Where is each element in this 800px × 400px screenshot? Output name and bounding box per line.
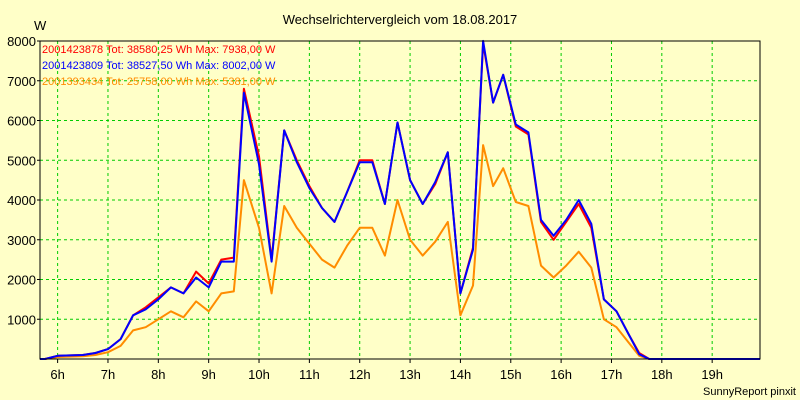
y-tick-label: 5000 [7, 153, 36, 168]
legend-entry-2001423878: 2001423878 Tot: 38580,25 Wh Max: 7938,00… [42, 44, 276, 56]
x-tick-label: 12h [349, 367, 371, 382]
x-tick-label: 11h [299, 367, 320, 382]
y-tick-label: 3000 [7, 233, 36, 248]
x-tick-label: 10h [248, 367, 270, 382]
x-tick-label: 18h [651, 367, 673, 382]
x-tick-label: 9h [201, 367, 215, 382]
legend: 2001423878 Tot: 38580,25 Wh Max: 7938,00… [42, 44, 276, 88]
x-tick-label: 19h [701, 367, 723, 382]
x-tick-label: 15h [500, 367, 522, 382]
y-tick-label: 4000 [7, 193, 36, 208]
series-line-2001423878 [40, 42, 760, 360]
x-tick-label: 13h [399, 367, 421, 382]
y-tick-label: 1000 [7, 312, 36, 327]
chart-title: Wechselrichtervergleich vom 18.08.2017 [283, 12, 518, 27]
y-tick-label: 6000 [7, 114, 36, 129]
series-lines [40, 39, 760, 360]
y-tick-labels: 1000 2000 3000 4000 5000 6000 7000 8000 [7, 34, 40, 327]
x-tick-label: 6h [50, 367, 64, 382]
x-tick-label: 7h [101, 367, 115, 382]
footer-credit: SunnyReport pinxit [703, 386, 796, 398]
series-line-2001423809 [40, 39, 760, 360]
x-tick-labels: 6h 7h 8h 9h 10h 11h 12h 13h 14h 15h 16h 17h 18h 19h [50, 359, 723, 382]
x-tick-label: 14h [450, 367, 472, 382]
y-axis-unit-label: W [34, 18, 47, 33]
x-tick-label: 16h [550, 367, 572, 382]
legend-entry-2001423809: 2001423809 Tot: 38527,50 Wh Max: 8002,00… [42, 60, 276, 72]
y-tick-label: 2000 [7, 273, 36, 288]
legend-entry-2001393434: 2001393434 Tot: 25758,00 Wh Max: 5381,00… [42, 76, 276, 88]
series-line-2001393434 [40, 144, 760, 360]
y-tick-label: 8000 [7, 34, 36, 49]
x-tick-label: 8h [151, 367, 165, 382]
y-tick-label: 7000 [7, 74, 36, 89]
x-tick-label: 17h [601, 367, 623, 382]
